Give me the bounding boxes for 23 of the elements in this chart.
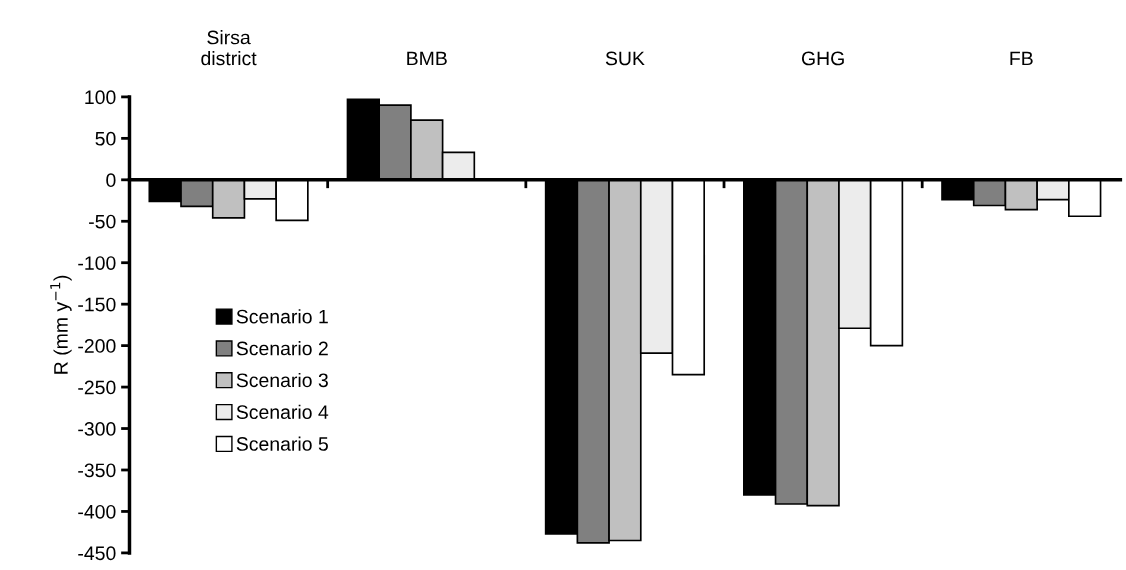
x-tick-label: FB [1010, 51, 1033, 66]
y-tick-label: -400 [78, 504, 116, 519]
y-tick-label: -350 [78, 463, 116, 478]
x-tick-label: GHG [801, 51, 844, 66]
x-tick-label: Sirsa district [201, 30, 257, 66]
y-tick-label: 100 [85, 90, 116, 105]
y-tick-label: -450 [78, 546, 116, 561]
legend-label: Scenario 1 [236, 309, 328, 324]
legend-label: Scenario 2 [236, 341, 328, 356]
legend-label: Scenario 5 [236, 436, 328, 451]
y-tick-label: 50 [95, 131, 116, 146]
y-axis-title: R (mm y$^{−1}$) [50, 275, 72, 374]
y-tick-label: -150 [78, 297, 116, 312]
y-tick-label: 0 [106, 173, 116, 188]
y-tick-label: -100 [78, 256, 116, 270]
y-tick-label: -250 [78, 380, 116, 395]
y-tick-label: -50 [89, 214, 116, 229]
x-tick-label: SUK [605, 51, 645, 66]
legend-label: Scenario 4 [236, 404, 329, 420]
x-tick-label: BMB [407, 51, 447, 66]
y-tick-label: -300 [78, 422, 116, 436]
legend-label: Scenario 3 [236, 372, 328, 388]
y-tick-label: -200 [78, 339, 116, 353]
